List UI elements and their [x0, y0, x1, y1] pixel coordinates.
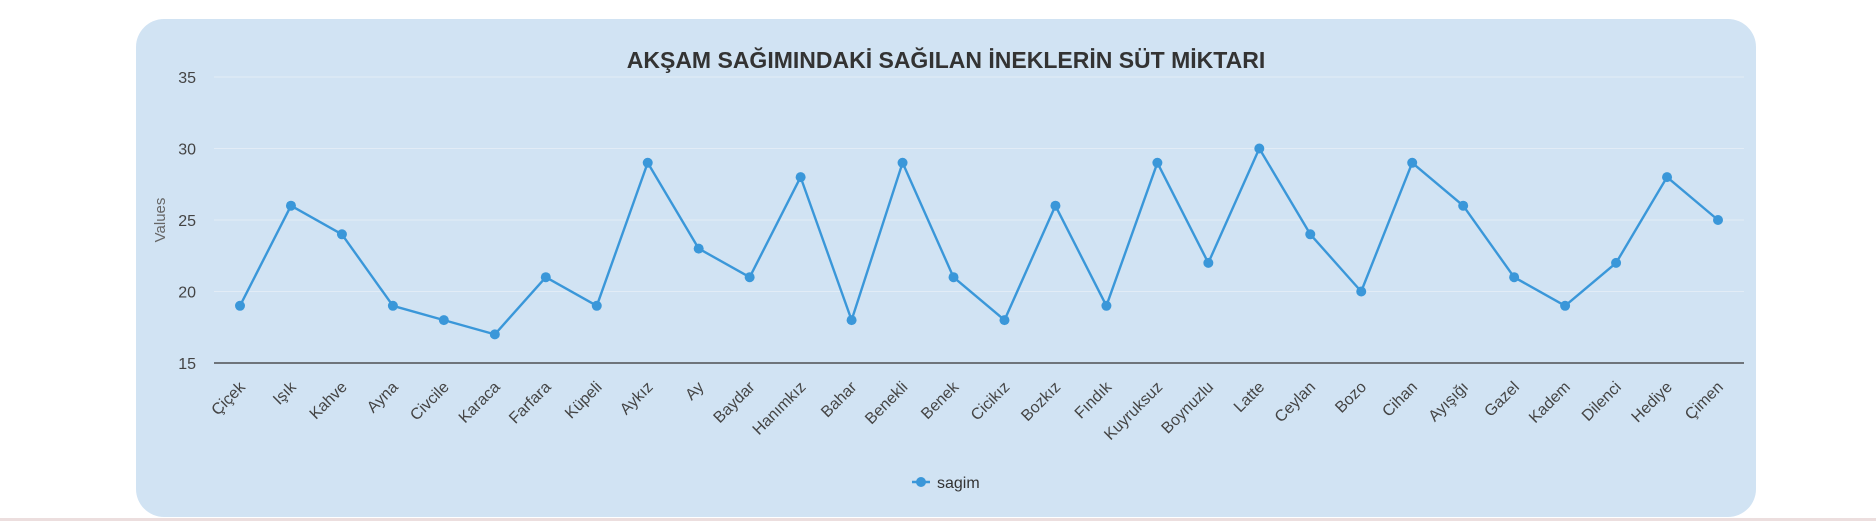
data-point [1611, 257, 1622, 268]
x-tick-label: Bozkız [1018, 379, 1064, 425]
data-point [897, 157, 908, 168]
x-tick-label: Ay [682, 379, 707, 404]
data-point [591, 300, 602, 311]
data-point [1305, 229, 1316, 240]
x-tick-label: Dilenci [1579, 379, 1625, 425]
data-point [1101, 300, 1112, 311]
data-point [1407, 157, 1418, 168]
data-point [1152, 157, 1163, 168]
x-tick-label: Benekli [862, 379, 911, 428]
legend-label: sagim [937, 475, 980, 492]
chart-card: AKŞAM SAĞIMINDAKİ SAĞILAN İNEKLERİN SÜT … [136, 19, 1756, 517]
x-tick-label: Aykız [617, 379, 656, 418]
data-point [948, 272, 959, 283]
y-axis-title: Values [152, 198, 169, 243]
data-point [1713, 215, 1723, 225]
data-point [1560, 300, 1571, 311]
data-point [489, 329, 500, 340]
x-tick-label: Ceylan [1272, 379, 1319, 426]
data-point [438, 315, 449, 326]
x-tick-label: Cicikız [968, 379, 1013, 424]
x-tick-label: Bozo [1332, 379, 1370, 417]
x-tick-label: Işık [270, 378, 300, 408]
x-tick-label: Farfara [506, 379, 555, 428]
data-point [1509, 272, 1520, 283]
y-tick-label: 20 [178, 285, 196, 302]
x-tick-label: Bahar [818, 378, 861, 421]
data-point [387, 300, 398, 311]
series-line-sagim [238, 147, 1719, 336]
x-tick-label: Boynuzlu [1159, 379, 1218, 438]
x-tick-label: Kahve [307, 379, 351, 423]
data-point [642, 157, 653, 168]
x-tick-label: Fındık [1072, 378, 1116, 422]
data-point [846, 315, 857, 326]
x-tick-label: Gazel [1481, 379, 1523, 421]
x-tick-label: Karaca [456, 379, 504, 427]
x-tick-label: Çimen [1682, 379, 1727, 424]
x-tick-label: Baydar [711, 378, 759, 426]
data-point [1356, 286, 1367, 297]
chart-title: AKŞAM SAĞIMINDAKİ SAĞILAN İNEKLERİN SÜT … [626, 47, 1266, 73]
x-tick-label: Cihan [1379, 379, 1421, 421]
x-tick-label: Hediye [1629, 379, 1676, 426]
data-point [1662, 172, 1673, 183]
page-bottom-divider [0, 518, 1876, 521]
x-tick-label: Çiçek [209, 378, 250, 419]
data-point [1203, 257, 1214, 268]
y-tick-label: 30 [178, 142, 196, 159]
data-point [285, 200, 296, 211]
x-tick-label: Küpeli [562, 379, 605, 422]
data-point [744, 272, 755, 283]
data-point [1050, 200, 1061, 211]
legend-marker [916, 477, 926, 487]
x-tick-label: Kadem [1526, 379, 1574, 427]
data-point [336, 229, 347, 240]
data-point [693, 243, 704, 254]
data-point [540, 272, 551, 283]
data-point [1458, 200, 1469, 211]
x-tick-label: Ayışığı [1426, 379, 1472, 425]
data-point [1254, 143, 1265, 154]
x-tick-label: Civcile [407, 379, 452, 424]
y-tick-label: 15 [178, 356, 196, 373]
x-tick-label: Latte [1231, 379, 1268, 416]
y-tick-label: 25 [178, 213, 196, 230]
x-tick-label: Ayna [364, 379, 402, 417]
data-point [235, 300, 245, 311]
x-tick-label: Hanımkız [750, 379, 810, 439]
x-tick-label: Benek [918, 378, 963, 423]
data-point [795, 172, 806, 183]
data-point [999, 315, 1010, 326]
y-tick-label: 35 [178, 70, 196, 87]
